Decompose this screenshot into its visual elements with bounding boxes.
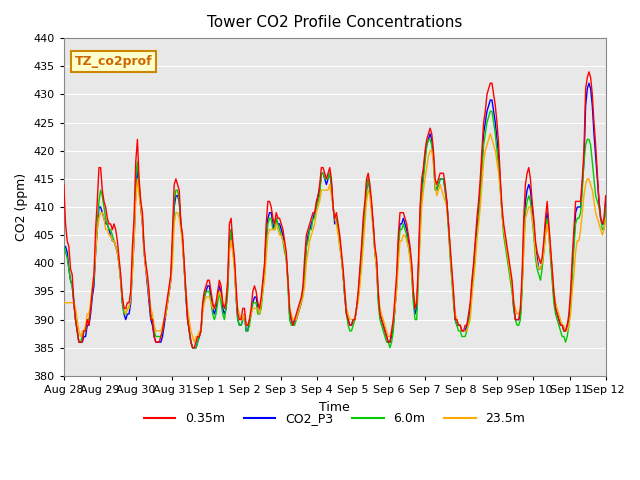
X-axis label: Time: Time bbox=[319, 400, 350, 413]
Y-axis label: CO2 (ppm): CO2 (ppm) bbox=[15, 173, 28, 241]
Legend: 0.35m, CO2_P3, 6.0m, 23.5m: 0.35m, CO2_P3, 6.0m, 23.5m bbox=[139, 408, 531, 431]
Title: Tower CO2 Profile Concentrations: Tower CO2 Profile Concentrations bbox=[207, 15, 463, 30]
Text: TZ_co2prof: TZ_co2prof bbox=[75, 55, 152, 68]
